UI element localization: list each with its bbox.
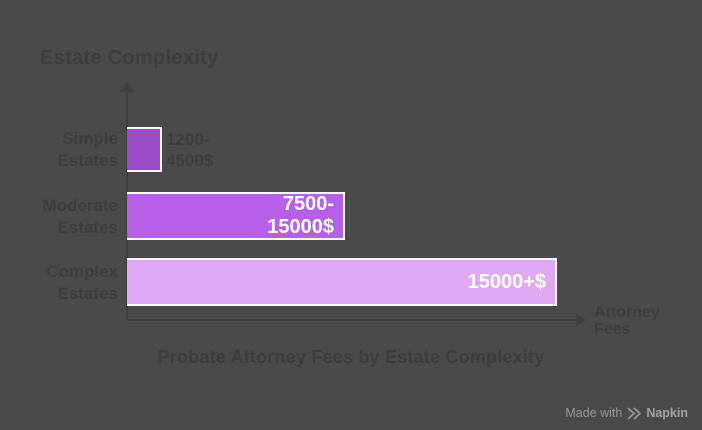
category-label-line: Estates <box>57 151 118 170</box>
x-axis-line <box>127 319 577 321</box>
napkin-logo-icon <box>627 406 642 420</box>
category-label-line: Estates <box>57 218 118 237</box>
watermark-brand: Napkin <box>646 406 688 420</box>
bar-value-label-simple-estates: 1200- 4500$ <box>166 129 213 171</box>
up-arrow-icon <box>120 82 134 92</box>
bar-value-line: 15000$ <box>267 216 334 238</box>
category-label-line: Moderate <box>42 196 118 215</box>
bar-value-line: 1200- <box>166 130 210 149</box>
category-label-simple-estates: Simple Estates <box>8 128 118 172</box>
category-label-moderate-estates: Moderate Estates <box>8 195 118 239</box>
category-label-line: Simple <box>62 129 118 148</box>
y-axis-title: Estate Complexity <box>40 47 219 69</box>
category-label-line: Estates <box>57 284 118 303</box>
category-label-complex-estates: Complex Estates <box>8 261 118 305</box>
bar-complex-estates: 15000+$ <box>127 258 557 306</box>
bar-simple-estates <box>127 127 162 172</box>
bar-value-line: 15000+$ <box>467 270 546 293</box>
made-with-napkin-watermark[interactable]: Made with Napkin <box>565 406 688 420</box>
watermark-prefix: Made with <box>565 406 623 420</box>
x-axis-label-line1: Attorney <box>594 304 660 321</box>
chart-caption: Probate Attorney Fees by Estate Complexi… <box>157 347 545 367</box>
category-label-line: Complex <box>46 262 118 281</box>
right-arrow-icon <box>576 313 586 327</box>
bar-value-line: 7500- <box>282 193 334 215</box>
bar-value-line: 4500$ <box>166 151 214 170</box>
bar-moderate-estates: 7500- 15000$ <box>127 192 345 240</box>
x-axis-label: Attorney Fees <box>594 304 660 338</box>
x-axis-label-line2: Fees <box>594 321 631 338</box>
